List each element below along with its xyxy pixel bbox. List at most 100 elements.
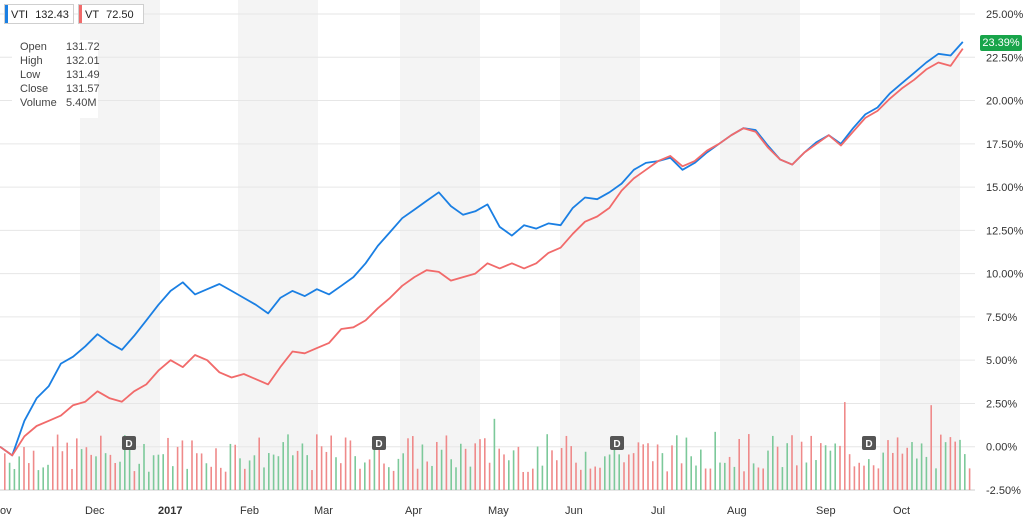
volume-bar	[56, 434, 59, 490]
volume-bar	[536, 446, 539, 490]
volume-bar	[383, 463, 385, 490]
y-tick-label: 5.00%	[986, 355, 1017, 367]
volume-bar	[690, 456, 692, 490]
x-tick-label: 2017	[158, 505, 182, 517]
volume-bar	[80, 449, 83, 490]
y-tick-label: 25.00%	[986, 9, 1024, 21]
volume-bar	[676, 435, 678, 490]
legend-vt-symbol: VT	[85, 9, 100, 21]
volume-bar	[95, 456, 97, 490]
volume-bar	[920, 443, 923, 490]
volume-bar	[292, 455, 294, 490]
volume-bar	[757, 467, 760, 490]
month-band	[720, 0, 800, 490]
month-band	[400, 0, 480, 490]
volume-bar	[584, 451, 587, 490]
volume-bar	[791, 435, 793, 490]
volume-bar	[772, 435, 774, 490]
x-tick-label: Apr	[405, 505, 422, 517]
volume-bar	[805, 462, 808, 490]
ohlc-tooltip: Open 131.72 High 132.01 Low 131.49 Close 131…	[12, 40, 100, 118]
volume-bar	[647, 443, 649, 490]
volume-bar	[618, 454, 620, 490]
ohlc-low-value: 131.49	[66, 69, 100, 81]
volume-bar	[340, 463, 342, 490]
volume-bar	[570, 446, 572, 490]
volume-bar	[210, 466, 212, 490]
volume-bar	[719, 462, 721, 490]
volume-bar	[632, 453, 635, 490]
x-tick-label: Jul	[651, 505, 665, 517]
volume-bar	[786, 443, 788, 490]
volume-bar	[498, 448, 500, 490]
month-band	[880, 0, 960, 490]
legend-vt[interactable]: VT 72.50	[78, 4, 144, 24]
volume-bar	[474, 443, 476, 490]
volume-bar	[704, 468, 707, 490]
volume-bar	[666, 471, 668, 490]
volume-bar	[901, 453, 904, 490]
volume-bar	[944, 442, 947, 490]
ohlc-low-label: Low	[20, 69, 41, 81]
volume-bar	[8, 462, 11, 490]
volume-bar	[143, 443, 145, 490]
volume-bar	[892, 452, 894, 490]
volume-bar	[896, 437, 899, 490]
volume-bar	[767, 450, 769, 490]
volume-bar	[940, 434, 942, 490]
y-tick-label: 2.50%	[986, 398, 1017, 410]
volume-bar	[330, 435, 332, 490]
volume-bar	[714, 431, 716, 490]
volume-bar	[42, 467, 44, 490]
volume-bar	[762, 468, 764, 490]
volume-bar	[829, 450, 832, 490]
ohlc-high-value: 132.01	[66, 55, 100, 67]
volume-bar	[18, 456, 20, 490]
volume-bar	[229, 443, 232, 490]
volume-bar	[652, 461, 654, 490]
volume-bar	[642, 444, 644, 490]
volume-bar	[181, 440, 184, 490]
legend-vti-symbol: VTI	[11, 9, 29, 21]
volume-bar	[479, 439, 481, 490]
volume-bar	[205, 463, 208, 490]
volume-bar	[527, 471, 529, 490]
volume-bar	[724, 462, 726, 490]
x-tick-label: May	[488, 505, 509, 517]
volume-bar	[272, 454, 275, 490]
volume-bar	[148, 471, 150, 490]
volume-bar	[484, 438, 486, 490]
volume-bar	[388, 467, 390, 490]
volume-bar	[935, 468, 937, 490]
ohlc-close-row: Close 131.57	[12, 82, 100, 96]
volume-bar	[781, 467, 784, 490]
volume-bar	[224, 471, 227, 490]
volume-bar	[469, 466, 472, 490]
ohlc-open-value: 131.72	[66, 41, 100, 53]
volume-bar	[685, 437, 688, 490]
ohlc-close-label: Close	[20, 83, 49, 95]
volume-bar	[320, 446, 323, 490]
legend-vti[interactable]: VTI 132.43	[4, 4, 74, 24]
volume-bar	[887, 440, 889, 490]
volume-bar	[104, 453, 107, 490]
dividend-marker	[122, 436, 136, 450]
volume-bar	[349, 440, 352, 490]
volume-bar	[152, 455, 155, 490]
volume-bar	[824, 445, 827, 490]
volume-bar	[215, 448, 217, 490]
volume-bar	[311, 470, 313, 490]
last-value-badge: 23.39%	[980, 35, 1022, 51]
volume-bar	[925, 456, 928, 490]
month-band	[560, 0, 640, 490]
volume-bar	[220, 467, 222, 490]
volume-bar	[776, 446, 779, 490]
volume-bar	[820, 443, 822, 490]
volume-bar	[335, 457, 337, 490]
y-tick-label: 10.00%	[986, 269, 1024, 281]
legend-vt-color	[79, 5, 82, 23]
volume-bar	[162, 454, 164, 490]
volume-bar	[138, 463, 140, 490]
volume-bar	[176, 446, 179, 490]
ohlc-open-row: Open 131.72	[12, 40, 100, 54]
